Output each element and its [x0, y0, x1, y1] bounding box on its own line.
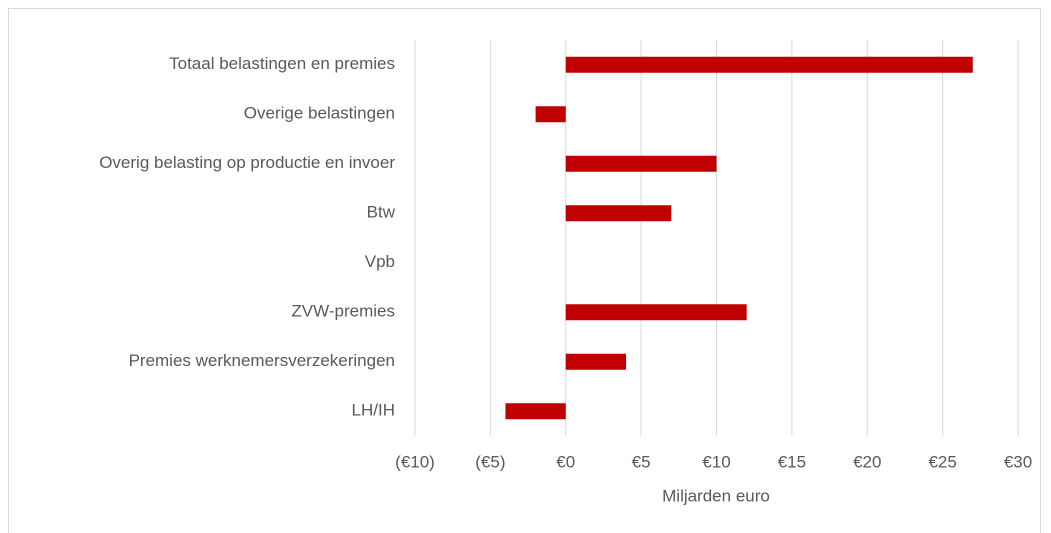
y-tick-label: Premies werknemersverzekeringen	[129, 351, 395, 370]
y-tick-label: LH/IH	[352, 401, 395, 420]
y-tick-label: Overig belasting op productie en invoer	[99, 153, 395, 172]
bar	[565, 304, 747, 321]
bar	[535, 106, 566, 123]
x-tick-label: €10	[702, 452, 730, 471]
x-axis-title: Miljarden euro	[662, 486, 770, 505]
chart-border	[8, 8, 1041, 533]
bar	[565, 205, 672, 222]
x-tick-label: €30	[1004, 452, 1032, 471]
bar	[565, 56, 973, 73]
x-tick-label: €5	[632, 452, 651, 471]
bar	[505, 403, 566, 420]
y-tick-label: Btw	[367, 203, 396, 222]
y-tick-label: ZVW-premies	[291, 302, 395, 321]
x-tick-label: €0	[556, 452, 575, 471]
y-tick-label: Totaal belastingen en premies	[169, 54, 395, 73]
bar	[565, 155, 717, 172]
bar	[565, 353, 627, 370]
y-tick-label: Vpb	[365, 252, 395, 271]
x-tick-label: €20	[853, 452, 881, 471]
x-tick-label: (€10)	[395, 452, 435, 471]
x-tick-label: €25	[928, 452, 956, 471]
x-tick-label: (€5)	[475, 452, 505, 471]
y-tick-label: Overige belastingen	[244, 104, 395, 123]
x-tick-label: €15	[778, 452, 806, 471]
